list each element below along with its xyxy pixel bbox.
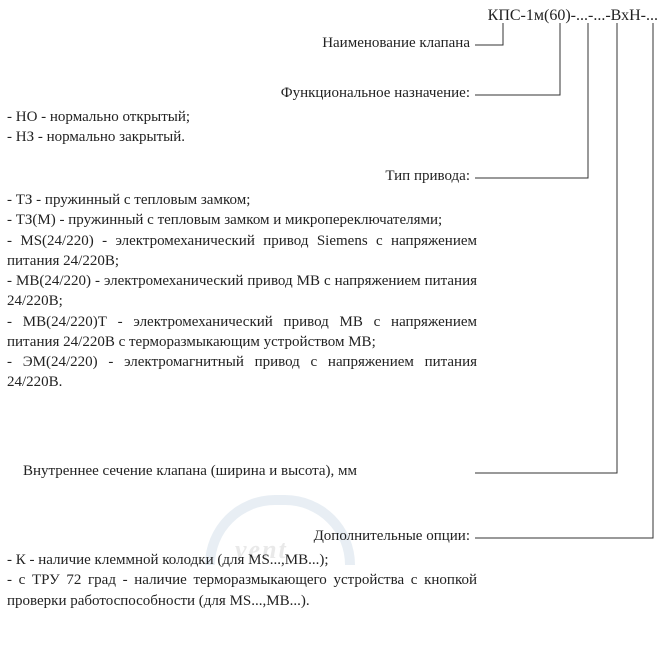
item-nz: - НЗ - нормально закрытый. bbox=[7, 127, 477, 147]
item-mbt: - МВ(24/220)Т - электромеханический прив… bbox=[7, 312, 477, 353]
item-no: - НО - нормально открытый; bbox=[7, 107, 477, 127]
item-tz: - ТЗ - пружинный с тепловым замком; bbox=[7, 190, 477, 210]
item-em: - ЭМ(24/220) - электромагнитный привод с… bbox=[7, 352, 477, 393]
label-inner-section: Внутреннее сечение клапана (ширина и выс… bbox=[5, 463, 488, 480]
drive-block: - ТЗ - пружинный с тепловым замком; - ТЗ… bbox=[5, 190, 479, 393]
item-tru: - с ТРУ 72 град - наличие терморазмыкающ… bbox=[7, 570, 477, 611]
item-ms: - MS(24/220) - электромеханический приво… bbox=[7, 231, 477, 272]
label-additional-options: Дополнительные опции: bbox=[5, 528, 472, 545]
options-block: - К - наличие клеммной колодки (для MS..… bbox=[5, 550, 479, 611]
item-mb: - МВ(24/220) - электромеханический приво… bbox=[7, 271, 477, 312]
item-tzm: - ТЗ(М) - пружинный с тепловым замком и … bbox=[7, 210, 477, 230]
item-k: - К - наличие клеммной колодки (для MS..… bbox=[7, 550, 477, 570]
functional-block: - НО - нормально открытый; - НЗ - нормал… bbox=[5, 107, 479, 148]
label-functional: Функциональное назначение: bbox=[5, 85, 472, 102]
diagram-container: КПС-1м(60)-...-...-ВхН-... Наименование … bbox=[5, 5, 666, 635]
label-drive-type: Тип привода: bbox=[5, 168, 472, 185]
label-naming: Наименование клапана bbox=[5, 35, 472, 52]
product-code: КПС-1м(60)-...-...-ВхН-... bbox=[488, 7, 658, 25]
